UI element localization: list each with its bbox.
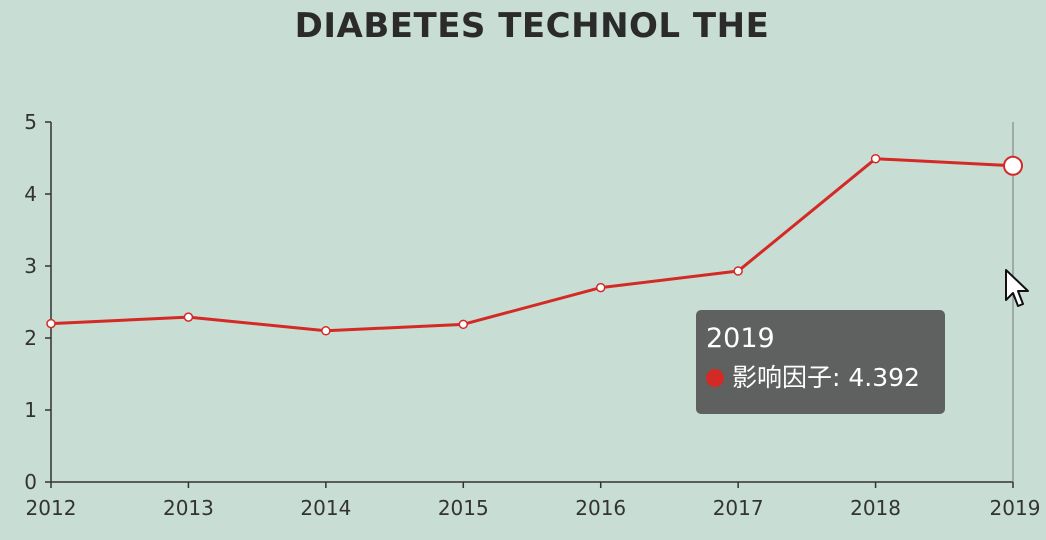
x-tick-label: 2017 bbox=[713, 496, 764, 520]
y-tick-label: 0 bbox=[24, 470, 37, 494]
tooltip-series-dot bbox=[706, 369, 724, 387]
data-point bbox=[595, 282, 606, 293]
y-tick-label: 5 bbox=[24, 110, 37, 134]
tooltip-title: 2019 bbox=[706, 323, 775, 354]
y-tick-label: 3 bbox=[24, 254, 37, 278]
y-tick-label: 2 bbox=[24, 326, 37, 350]
series-layer bbox=[46, 153, 1023, 336]
data-point bbox=[183, 312, 194, 322]
x-tick-label: 2013 bbox=[163, 496, 214, 520]
series-line bbox=[49, 157, 1015, 333]
tooltip-row: 影响因子: 4.392 bbox=[706, 362, 935, 394]
x-tick-label: 2015 bbox=[438, 496, 489, 520]
y-tick-label: 4 bbox=[24, 182, 37, 206]
tooltip-value-text: 影响因子: 4.392 bbox=[732, 363, 920, 392]
x-tick-label: 2014 bbox=[300, 496, 351, 520]
chart-title: DIABETES TECHNOL THE bbox=[294, 6, 770, 46]
axes: 0 1 2 3 4 5 2012 2013 2014 2015 2016 2017 2018 2019 bbox=[24, 110, 1040, 520]
x-tick-label: 2018 bbox=[850, 496, 901, 520]
data-point bbox=[321, 326, 331, 336]
tooltip: 2019 影响因子: 4.392 bbox=[696, 310, 945, 414]
x-tick-label: 2016 bbox=[575, 496, 626, 520]
mouse-cursor-icon bbox=[1005, 269, 1029, 307]
x-tick-label: 2012 bbox=[26, 496, 77, 520]
data-point bbox=[1003, 155, 1023, 176]
data-point bbox=[46, 318, 56, 329]
data-point bbox=[733, 266, 743, 276]
data-point bbox=[870, 153, 881, 164]
x-tick-label: 2019 bbox=[990, 496, 1041, 520]
data-point bbox=[458, 319, 469, 330]
y-tick-label: 1 bbox=[24, 398, 37, 422]
